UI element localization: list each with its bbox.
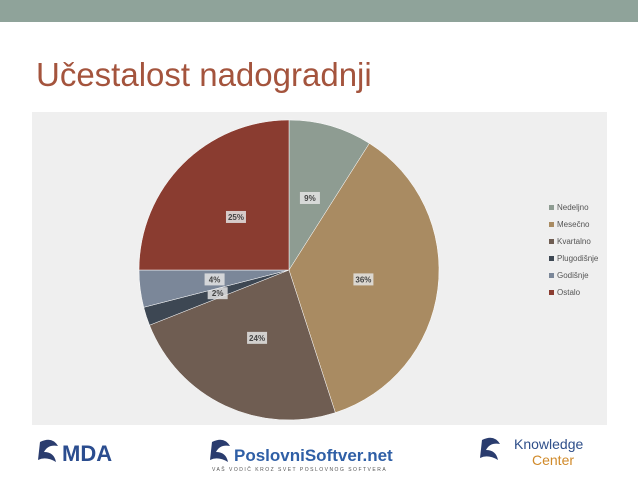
legend-swatch bbox=[549, 205, 554, 210]
logo-icon bbox=[210, 439, 230, 462]
legend-swatch bbox=[549, 290, 554, 295]
legend-label: Godišnje bbox=[557, 271, 589, 280]
legend-label: Plugodišnje bbox=[557, 254, 599, 263]
legend-swatch bbox=[549, 239, 554, 244]
data-label: 24% bbox=[249, 334, 265, 343]
label-box bbox=[225, 210, 246, 223]
legend: Nedeljno Mesečno Kvartalno Plugodišnje Godiš… bbox=[549, 203, 599, 297]
label-box bbox=[353, 273, 374, 286]
data-label: 2% bbox=[212, 289, 224, 298]
top-bar bbox=[0, 0, 638, 22]
logo-tagline: VAŠ VODIČ KROZ SVET POSLOVNOG SOFTVERA bbox=[212, 466, 387, 473]
label-box bbox=[299, 191, 320, 204]
pie-slice bbox=[138, 119, 290, 271]
data-label: 9% bbox=[304, 194, 316, 203]
label-box bbox=[204, 273, 225, 286]
label-box bbox=[247, 331, 268, 344]
legend-label: Kvartalno bbox=[557, 237, 591, 246]
logo-icon bbox=[480, 437, 500, 460]
legend-swatch bbox=[549, 273, 554, 278]
legend-label: Ostalo bbox=[557, 288, 581, 297]
data-label: 36% bbox=[355, 275, 371, 284]
pie-slice bbox=[149, 269, 336, 421]
logo-mda: MDA bbox=[62, 441, 112, 466]
data-label: 25% bbox=[228, 213, 244, 222]
logo-center: Center bbox=[532, 452, 574, 468]
logo-knowledge: Knowledge bbox=[514, 436, 583, 452]
legend-label: Mesečno bbox=[557, 220, 590, 229]
pie: 9% 36% 24% 2% 4% 25% bbox=[138, 119, 440, 421]
logo-poslovni: PoslovniSoftver.net bbox=[234, 446, 393, 465]
legend-label: Nedeljno bbox=[557, 203, 589, 212]
footer: MDA PoslovniSoftver.net VAŠ VODIČ KROZ S… bbox=[38, 436, 583, 473]
label-box bbox=[207, 287, 228, 300]
logo-icon bbox=[38, 439, 58, 462]
data-label: 4% bbox=[209, 275, 221, 284]
slide-title: Učestalost nadogradnji bbox=[36, 56, 372, 93]
legend-swatch bbox=[549, 222, 554, 227]
pie-slice bbox=[288, 119, 370, 271]
legend-swatch bbox=[549, 256, 554, 261]
